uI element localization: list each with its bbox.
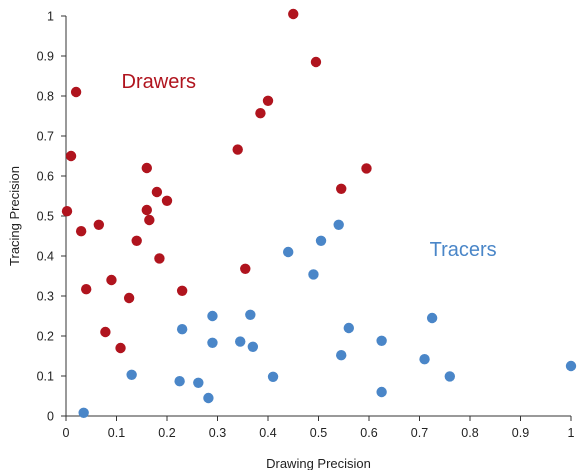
- annotations: Drawers Tracers: [122, 71, 497, 261]
- drawers-point: [151, 186, 163, 198]
- y-tick-label: 0.8: [37, 90, 54, 104]
- y-tick-label: 0.7: [37, 130, 54, 144]
- tracers-point: [247, 341, 259, 352]
- drawers-point: [176, 285, 188, 296]
- drawers-point: [115, 342, 126, 354]
- tracers-point: [78, 407, 89, 418]
- y-tick-label: 0.9: [37, 50, 54, 64]
- tracers-label: Tracers: [430, 239, 497, 261]
- x-tick-label: 0.8: [461, 426, 478, 440]
- x-tick-label: 0.7: [411, 426, 428, 440]
- data-points: [61, 8, 577, 418]
- drawers-point: [131, 235, 142, 246]
- tracers-point: [203, 392, 214, 404]
- y-tick-label: 0.6: [37, 170, 54, 184]
- tracers-point: [174, 376, 185, 387]
- tracers-point: [565, 360, 577, 372]
- y-tick-label: 1: [47, 10, 54, 24]
- drawers-point: [100, 326, 111, 338]
- drawers-label: Drawers: [122, 71, 196, 93]
- tracers-point: [419, 354, 430, 365]
- drawers-point: [336, 183, 347, 194]
- x-tick-label: 0.4: [259, 426, 276, 440]
- x-tick-label: 0.5: [310, 426, 327, 440]
- drawers-point: [141, 162, 152, 174]
- drawers-point: [310, 56, 322, 68]
- tracers-point: [245, 309, 256, 320]
- axes: 0 0.1 0.2 0.3 0.4 0.5 0.6 0.7 0.8 0.9 1 0 0.1 0.2 0.3 0…: [37, 10, 575, 441]
- drawers-point: [61, 206, 73, 217]
- x-tick-label: 0.9: [512, 426, 529, 440]
- tracers-point: [176, 324, 188, 335]
- drawers-point: [123, 292, 135, 304]
- x-tick-label: 0: [63, 426, 70, 440]
- y-tick-label: 0.4: [37, 250, 54, 264]
- y-tick-label: 0.3: [37, 290, 54, 304]
- x-tick-label: 0.2: [158, 426, 175, 440]
- x-tick-label: 0.6: [360, 426, 377, 440]
- y-tick-label: 0.2: [37, 330, 54, 344]
- x-axis-label: Drawing Precision: [266, 456, 371, 470]
- x-tick-label: 0.1: [108, 426, 125, 440]
- tracers-point: [308, 269, 319, 280]
- x-tick-label: 0.3: [209, 426, 226, 440]
- drawers-point: [361, 163, 372, 174]
- drawers-point: [81, 284, 92, 295]
- tracers-point: [343, 322, 354, 334]
- tracers-point: [444, 371, 455, 382]
- drawers-point: [161, 195, 173, 206]
- tracers-point: [193, 377, 204, 388]
- y-tick-label: 0: [47, 410, 54, 424]
- tracers-point: [336, 350, 347, 361]
- tracers-point: [235, 336, 246, 347]
- drawers-point: [75, 226, 87, 237]
- tracers-point: [315, 235, 327, 246]
- tracers-point: [376, 335, 387, 346]
- tracers-point: [267, 371, 279, 382]
- y-tick-label: 0.1: [37, 370, 54, 384]
- drawers-point: [154, 253, 165, 264]
- tracers-point: [426, 312, 438, 324]
- y-tick-label: 0.5: [37, 210, 54, 224]
- tracers-point: [207, 310, 218, 322]
- drawers-point: [70, 86, 82, 98]
- tracers-point: [126, 369, 137, 380]
- x-tick-label: 1: [568, 426, 575, 440]
- tracers-point: [333, 219, 344, 230]
- drawers-point: [93, 219, 105, 230]
- drawers-point: [65, 150, 77, 162]
- drawers-point: [106, 274, 117, 286]
- drawers-point: [141, 204, 152, 216]
- drawers-point: [288, 8, 299, 20]
- tracers-point: [376, 386, 387, 398]
- tracers-point: [283, 246, 294, 258]
- drawers-point: [144, 214, 155, 226]
- drawers-point: [240, 263, 251, 274]
- drawers-point: [262, 95, 274, 107]
- drawers-point: [255, 108, 266, 119]
- y-axis-label: Tracing Precision: [7, 166, 22, 266]
- tracers-point: [207, 337, 218, 348]
- drawers-point: [232, 144, 243, 155]
